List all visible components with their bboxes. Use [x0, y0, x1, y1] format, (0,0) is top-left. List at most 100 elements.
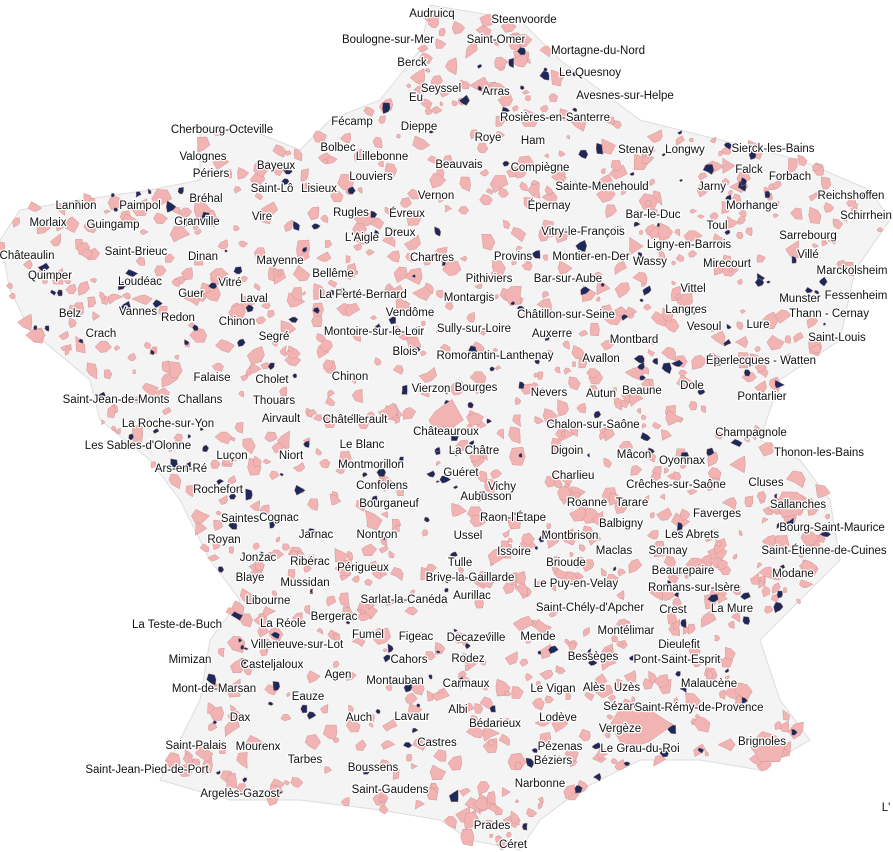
dark-area — [181, 218, 193, 228]
pink-area — [821, 234, 827, 242]
pink-area — [355, 499, 367, 512]
dark-area — [736, 429, 743, 435]
pink-area — [8, 292, 16, 300]
pink-area — [380, 482, 386, 492]
pink-area — [181, 267, 193, 281]
pink-area — [605, 648, 613, 656]
dark-area — [764, 190, 771, 199]
pink-area — [199, 543, 210, 553]
place-label: Béziers — [534, 755, 573, 767]
pink-area — [356, 612, 373, 622]
pink-area — [553, 555, 560, 560]
pink-area — [405, 83, 411, 88]
pink-area — [348, 704, 354, 713]
pink-area — [113, 345, 121, 351]
pink-area — [717, 560, 728, 571]
dark-area — [98, 391, 106, 401]
place-label: Avallon — [582, 353, 620, 365]
pink-area — [262, 458, 272, 464]
pink-area — [412, 286, 432, 301]
dark-area — [170, 458, 178, 471]
dark-area — [383, 654, 392, 663]
dark-area — [697, 747, 705, 754]
place-label: La Roche-sur-Yon — [122, 418, 214, 430]
pink-area — [482, 452, 488, 461]
pink-area — [451, 503, 467, 517]
pink-area — [614, 759, 627, 770]
dark-area — [485, 356, 490, 361]
pink-area — [343, 671, 357, 681]
pink-area — [466, 311, 476, 323]
pink-area — [303, 565, 312, 573]
pink-area — [479, 194, 493, 206]
pink-area — [734, 335, 749, 349]
pink-area — [652, 208, 658, 216]
pink-area — [554, 227, 569, 243]
dark-area — [486, 631, 499, 642]
place-label: Sierck-les-Bains — [731, 143, 814, 155]
pink-area — [443, 816, 457, 830]
pink-area — [361, 543, 377, 557]
pink-area — [283, 780, 290, 786]
dark-area — [428, 674, 433, 680]
place-label: Thouars — [253, 395, 295, 407]
pink-area — [460, 828, 475, 847]
pink-area — [107, 404, 116, 419]
place-label: Longwy — [665, 144, 705, 156]
pink-area — [630, 465, 643, 476]
pink-area — [426, 690, 434, 702]
pink-area — [255, 316, 267, 325]
place-label: Vittel — [680, 283, 705, 295]
place-label: Compiègne — [511, 162, 570, 174]
pink-area — [131, 294, 153, 305]
pink-area — [731, 585, 742, 596]
dark-area — [165, 200, 177, 213]
dark-area — [245, 488, 253, 501]
pink-area — [474, 596, 484, 609]
place-label: Rochefort — [193, 484, 244, 496]
pink-area — [785, 240, 800, 259]
pink-area — [253, 615, 262, 625]
dark-area — [633, 221, 641, 228]
pink-area — [544, 185, 553, 195]
place-label: Autun — [586, 388, 616, 400]
pink-area — [566, 135, 570, 140]
pink-area — [388, 550, 395, 558]
place-label: Vesoul — [687, 321, 722, 333]
dark-area — [518, 452, 523, 458]
pink-area — [312, 130, 327, 144]
dark-area — [428, 130, 435, 134]
dark-area — [765, 280, 771, 284]
pink-area — [688, 646, 701, 657]
pink-area — [439, 343, 451, 353]
dark-area — [257, 744, 264, 751]
pink-area — [218, 494, 228, 505]
pink-area — [474, 283, 483, 289]
pink-area — [727, 620, 735, 629]
place-label: Tarare — [616, 497, 649, 509]
place-label: Lillebonne — [356, 151, 408, 163]
place-label: Guer — [178, 288, 204, 300]
pink-area — [652, 541, 666, 558]
pink-area — [169, 226, 191, 243]
pink-area — [324, 239, 333, 248]
place-label: Figeac — [399, 631, 434, 643]
pink-area — [554, 366, 561, 374]
pink-area — [534, 618, 553, 633]
pink-area — [800, 528, 819, 547]
pink-area — [738, 352, 750, 369]
pink-area — [620, 188, 627, 196]
pink-area — [722, 254, 732, 267]
place-label: Blaye — [236, 572, 265, 584]
place-label: Rugles — [333, 207, 369, 219]
dark-area — [743, 369, 751, 377]
place-label: Guéret — [443, 467, 479, 479]
pink-area — [732, 193, 742, 205]
pink-area — [613, 120, 622, 129]
dark-area — [243, 646, 249, 651]
dark-area — [436, 480, 441, 484]
place-label: Forbach — [769, 171, 811, 183]
dark-area — [723, 142, 733, 150]
pink-area — [242, 438, 256, 455]
pink-area — [586, 368, 601, 379]
